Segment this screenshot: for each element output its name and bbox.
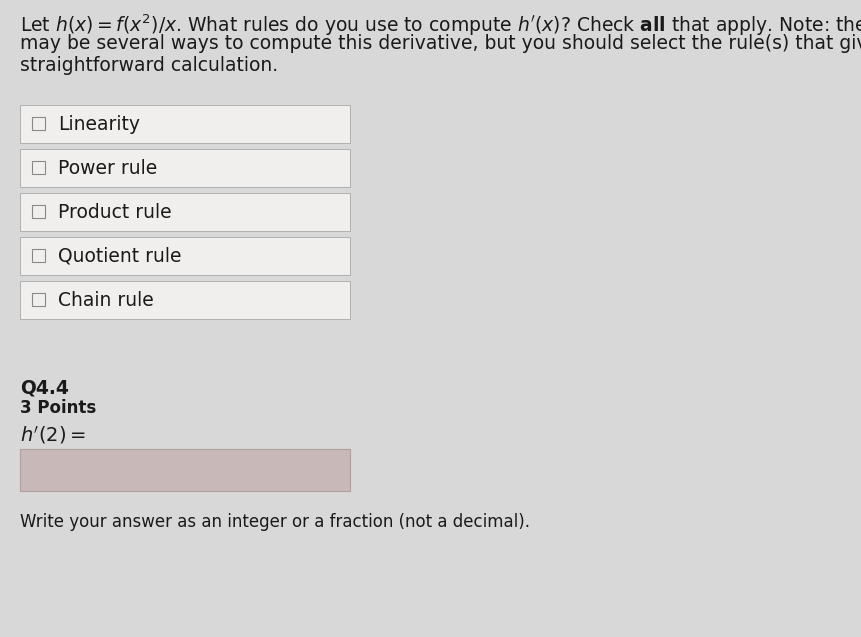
Text: Chain rule: Chain rule (58, 290, 153, 310)
Text: Quotient rule: Quotient rule (58, 247, 182, 266)
FancyBboxPatch shape (32, 249, 45, 262)
FancyBboxPatch shape (32, 205, 45, 218)
Text: 3 Points: 3 Points (20, 399, 96, 417)
Text: Product rule: Product rule (58, 203, 171, 222)
Text: Q4.4: Q4.4 (20, 379, 69, 398)
Text: straightforward calculation.: straightforward calculation. (20, 56, 278, 75)
FancyBboxPatch shape (32, 117, 45, 130)
FancyBboxPatch shape (20, 449, 350, 491)
FancyBboxPatch shape (32, 293, 45, 306)
Text: $h'(2) =$: $h'(2) =$ (20, 424, 86, 446)
Text: Power rule: Power rule (58, 159, 157, 178)
FancyBboxPatch shape (20, 105, 350, 143)
Text: Let $h(x) = f(x^2)/x$. What rules do you use to compute $h'(x)$? Check $\mathbf{: Let $h(x) = f(x^2)/x$. What rules do you… (20, 12, 861, 38)
FancyBboxPatch shape (20, 193, 350, 231)
Text: Linearity: Linearity (58, 115, 139, 134)
FancyBboxPatch shape (32, 161, 45, 174)
FancyBboxPatch shape (20, 237, 350, 275)
Text: Write your answer as an integer or a fraction (not a decimal).: Write your answer as an integer or a fra… (20, 513, 530, 531)
Text: may be several ways to compute this derivative, but you should select the rule(s: may be several ways to compute this deri… (20, 34, 861, 53)
FancyBboxPatch shape (20, 149, 350, 187)
FancyBboxPatch shape (20, 281, 350, 319)
